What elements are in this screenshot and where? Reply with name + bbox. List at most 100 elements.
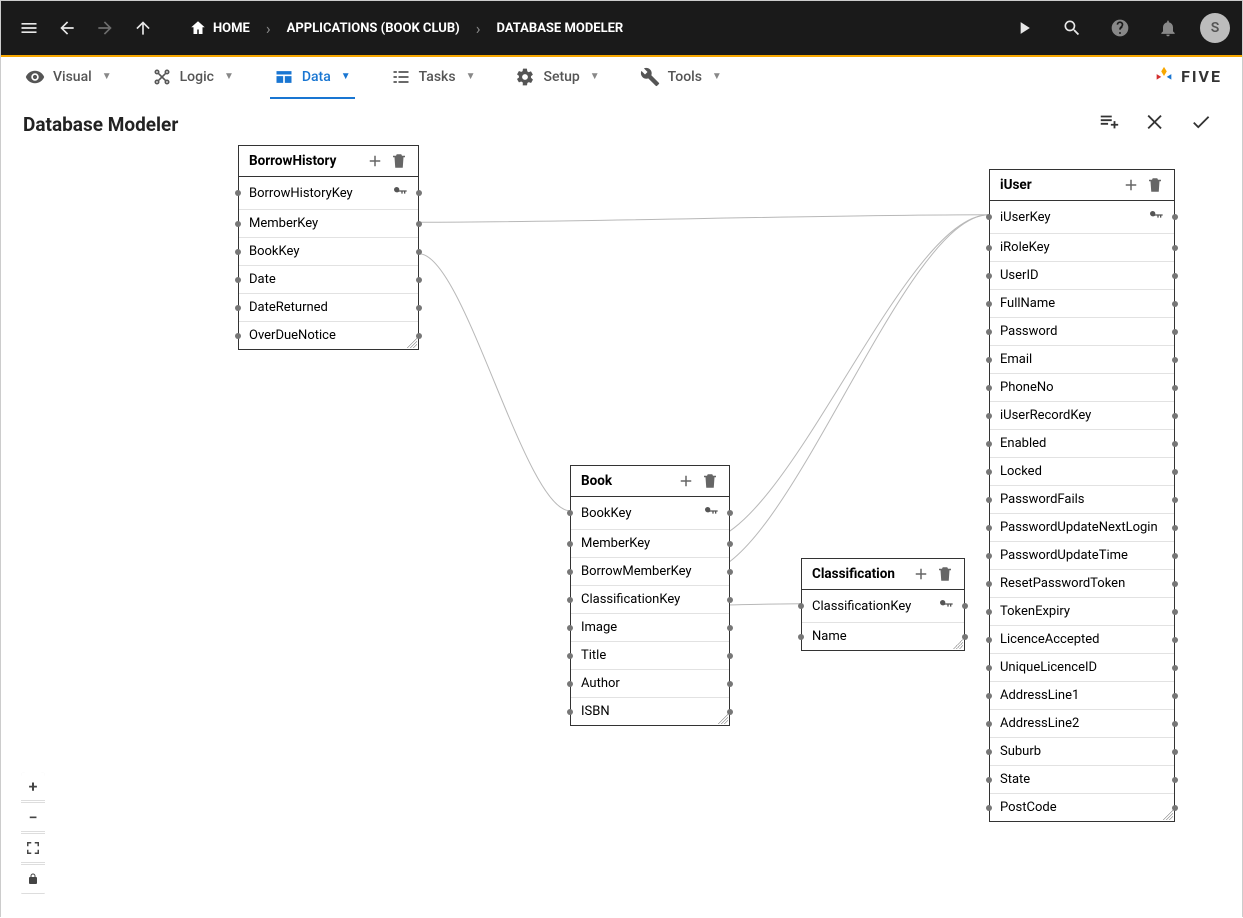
field-row[interactable]: PasswordUpdateNextLogin xyxy=(990,514,1174,542)
field-row[interactable]: OverDueNotice xyxy=(239,322,418,349)
menu-icon[interactable] xyxy=(13,12,45,44)
field-row[interactable]: PostCode xyxy=(990,794,1174,821)
field-row[interactable]: FullName xyxy=(990,290,1174,318)
port-left[interactable] xyxy=(798,634,804,640)
help-icon[interactable] xyxy=(1104,12,1136,44)
port-right[interactable] xyxy=(1172,329,1178,335)
port-left[interactable] xyxy=(986,805,992,811)
port-right[interactable] xyxy=(1172,665,1178,671)
field-row[interactable]: PhoneNo xyxy=(990,374,1174,402)
field-row[interactable]: Suburb xyxy=(990,738,1174,766)
port-left[interactable] xyxy=(567,709,573,715)
field-row[interactable]: PasswordFails xyxy=(990,486,1174,514)
port-left[interactable] xyxy=(235,249,241,255)
port-left[interactable] xyxy=(798,603,804,609)
port-right[interactable] xyxy=(416,190,422,196)
field-row[interactable]: iRoleKey xyxy=(990,234,1174,262)
port-right[interactable] xyxy=(1172,721,1178,727)
port-left[interactable] xyxy=(567,681,573,687)
add-field-icon[interactable] xyxy=(912,565,930,583)
tab-logic[interactable]: Logic▼ xyxy=(148,59,238,95)
entity-header[interactable]: iUser xyxy=(990,170,1174,201)
port-right[interactable] xyxy=(1172,749,1178,755)
port-right[interactable] xyxy=(1172,553,1178,559)
entity-iuser[interactable]: iUseriUserKeyiRoleKeyUserIDFullNamePassw… xyxy=(989,169,1175,822)
confirm-icon[interactable] xyxy=(1190,111,1212,137)
entity-classification[interactable]: ClassificationClassificationKeyName xyxy=(801,558,965,651)
port-right[interactable] xyxy=(727,597,733,603)
avatar[interactable]: S xyxy=(1200,13,1230,43)
field-row[interactable]: BorrowMemberKey xyxy=(571,558,729,586)
port-left[interactable] xyxy=(986,609,992,615)
port-right[interactable] xyxy=(1172,301,1178,307)
zoom-in-button[interactable]: + xyxy=(21,772,45,800)
back-icon[interactable] xyxy=(51,12,83,44)
port-right[interactable] xyxy=(1172,637,1178,643)
delete-entity-icon[interactable] xyxy=(701,472,719,490)
port-left[interactable] xyxy=(986,273,992,279)
port-right[interactable] xyxy=(727,653,733,659)
port-right[interactable] xyxy=(1172,273,1178,279)
port-left[interactable] xyxy=(567,541,573,547)
field-row[interactable]: UserID xyxy=(990,262,1174,290)
port-left[interactable] xyxy=(986,553,992,559)
port-right[interactable] xyxy=(1172,525,1178,531)
port-right[interactable] xyxy=(727,681,733,687)
port-left[interactable] xyxy=(567,569,573,575)
entity-header[interactable]: Classification xyxy=(802,559,964,590)
field-row[interactable]: AddressLine1 xyxy=(990,682,1174,710)
port-left[interactable] xyxy=(235,333,241,339)
port-left[interactable] xyxy=(235,277,241,283)
port-left[interactable] xyxy=(986,469,992,475)
up-icon[interactable] xyxy=(127,12,159,44)
port-right[interactable] xyxy=(1172,805,1178,811)
port-right[interactable] xyxy=(727,569,733,575)
port-right[interactable] xyxy=(416,221,422,227)
add-field-icon[interactable] xyxy=(1122,176,1140,194)
port-left[interactable] xyxy=(986,777,992,783)
search-icon[interactable] xyxy=(1056,12,1088,44)
field-row[interactable]: LicenceAccepted xyxy=(990,626,1174,654)
notifications-icon[interactable] xyxy=(1152,12,1184,44)
entity-borrowhistory[interactable]: BorrowHistoryBorrowHistoryKeyMemberKeyBo… xyxy=(238,145,419,350)
close-icon[interactable] xyxy=(1144,111,1166,137)
port-left[interactable] xyxy=(986,301,992,307)
port-left[interactable] xyxy=(986,357,992,363)
lock-button[interactable] xyxy=(21,865,45,893)
port-left[interactable] xyxy=(986,525,992,531)
port-right[interactable] xyxy=(727,541,733,547)
port-left[interactable] xyxy=(986,665,992,671)
tab-tasks[interactable]: Tasks▼ xyxy=(387,59,480,95)
tab-setup[interactable]: Setup▼ xyxy=(511,59,603,95)
diagram-canvas[interactable]: BorrowHistoryBorrowHistoryKeyMemberKeyBo… xyxy=(1,145,1242,918)
field-row[interactable]: ClassificationKey xyxy=(802,590,964,623)
field-row[interactable]: ISBN xyxy=(571,698,729,725)
port-right[interactable] xyxy=(1172,581,1178,587)
field-row[interactable]: Title xyxy=(571,642,729,670)
field-row[interactable]: Enabled xyxy=(990,430,1174,458)
port-right[interactable] xyxy=(416,305,422,311)
port-right[interactable] xyxy=(1172,357,1178,363)
delete-entity-icon[interactable] xyxy=(936,565,954,583)
field-row[interactable]: ClassificationKey xyxy=(571,586,729,614)
port-right[interactable] xyxy=(1172,609,1178,615)
port-left[interactable] xyxy=(986,497,992,503)
field-row[interactable]: BookKey xyxy=(571,497,729,530)
add-field-icon[interactable] xyxy=(677,472,695,490)
field-row[interactable]: Name xyxy=(802,623,964,650)
field-row[interactable]: UniqueLicenceID xyxy=(990,654,1174,682)
breadcrumb-modeler[interactable]: DATABASE MODELER xyxy=(497,21,624,36)
port-right[interactable] xyxy=(1172,497,1178,503)
port-left[interactable] xyxy=(986,413,992,419)
port-left[interactable] xyxy=(986,441,992,447)
port-right[interactable] xyxy=(1172,777,1178,783)
port-right[interactable] xyxy=(1172,413,1178,419)
port-left[interactable] xyxy=(235,305,241,311)
port-right[interactable] xyxy=(962,634,968,640)
entity-book[interactable]: BookBookKeyMemberKeyBorrowMemberKeyClass… xyxy=(570,465,730,726)
port-left[interactable] xyxy=(986,214,992,220)
breadcrumb-app[interactable]: APPLICATIONS (BOOK CLUB) xyxy=(287,21,460,36)
entity-header[interactable]: Book xyxy=(571,466,729,497)
port-right[interactable] xyxy=(727,709,733,715)
add-table-icon[interactable] xyxy=(1098,111,1120,137)
